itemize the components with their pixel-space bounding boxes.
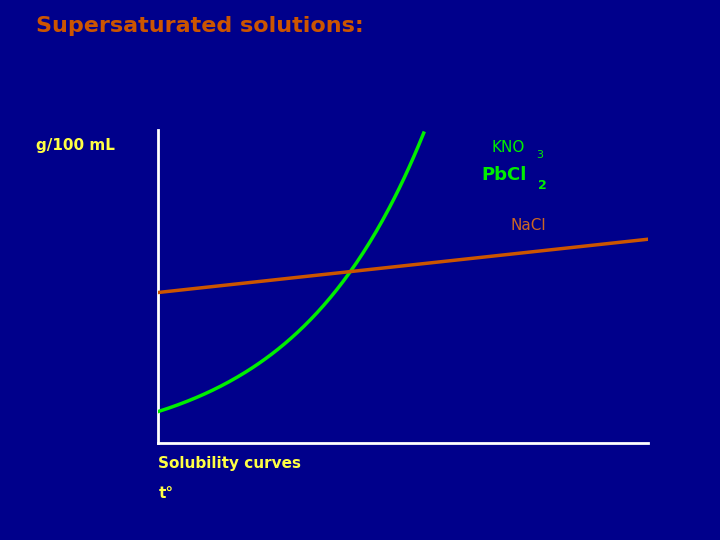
Text: 2: 2 — [538, 179, 546, 192]
Text: 3: 3 — [536, 150, 544, 160]
Text: KNO: KNO — [491, 139, 525, 154]
Text: NaCl: NaCl — [511, 218, 546, 233]
Text: Solubility curves: Solubility curves — [158, 456, 302, 471]
Text: t°: t° — [158, 486, 174, 501]
Text: PbCl: PbCl — [482, 166, 527, 184]
Text: g/100 mL: g/100 mL — [36, 138, 115, 153]
Text: Supersaturated solutions:: Supersaturated solutions: — [36, 16, 364, 36]
